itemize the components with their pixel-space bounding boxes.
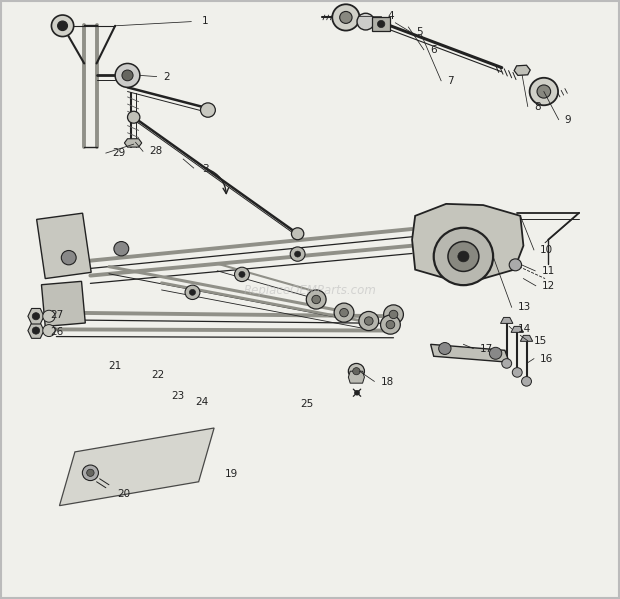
Text: 6: 6 (430, 45, 436, 55)
Circle shape (32, 327, 40, 334)
Text: 12: 12 (542, 282, 556, 291)
Circle shape (294, 251, 301, 257)
Text: 19: 19 (225, 469, 239, 479)
Text: 26: 26 (50, 328, 63, 337)
Polygon shape (514, 65, 530, 75)
Text: 21: 21 (108, 361, 122, 371)
Text: 25: 25 (300, 399, 313, 409)
Circle shape (200, 103, 215, 117)
Circle shape (239, 271, 245, 277)
Polygon shape (412, 204, 523, 279)
Circle shape (521, 377, 531, 386)
Bar (42, 282, 86, 326)
Circle shape (87, 469, 94, 476)
Circle shape (128, 111, 140, 123)
Text: 8: 8 (534, 102, 541, 112)
Text: 7: 7 (448, 76, 454, 86)
Bar (37, 213, 91, 279)
Polygon shape (60, 428, 214, 506)
Polygon shape (500, 317, 513, 323)
Circle shape (340, 308, 348, 317)
Circle shape (458, 251, 469, 262)
Text: 14: 14 (518, 325, 531, 334)
Circle shape (537, 85, 551, 98)
Polygon shape (28, 308, 44, 324)
Circle shape (381, 315, 401, 334)
Circle shape (114, 241, 129, 256)
Text: 9: 9 (565, 115, 572, 125)
Text: 24: 24 (195, 397, 208, 407)
Text: 20: 20 (117, 489, 130, 499)
Text: 10: 10 (540, 246, 553, 256)
Circle shape (355, 391, 360, 395)
Circle shape (189, 289, 195, 295)
Circle shape (384, 305, 404, 324)
Polygon shape (520, 335, 533, 341)
Circle shape (439, 343, 451, 355)
Circle shape (43, 310, 55, 322)
Circle shape (312, 295, 321, 304)
Text: 17: 17 (479, 343, 493, 353)
Text: 13: 13 (518, 302, 531, 312)
Text: 23: 23 (171, 391, 184, 401)
Text: 15: 15 (534, 336, 547, 346)
Circle shape (448, 241, 479, 271)
Circle shape (378, 20, 385, 28)
Text: 16: 16 (540, 354, 554, 364)
Circle shape (389, 310, 398, 319)
Text: 2: 2 (163, 72, 169, 81)
Circle shape (32, 313, 40, 320)
Circle shape (61, 250, 76, 265)
Text: 27: 27 (50, 310, 63, 320)
Circle shape (115, 63, 140, 87)
Text: 3: 3 (202, 164, 208, 174)
Bar (372, 17, 391, 31)
Text: 22: 22 (152, 370, 165, 380)
Text: 18: 18 (381, 377, 394, 387)
Circle shape (234, 267, 249, 282)
Circle shape (357, 13, 374, 30)
Circle shape (353, 368, 360, 375)
Polygon shape (348, 371, 365, 383)
Text: 11: 11 (541, 266, 555, 276)
Text: 1: 1 (202, 16, 208, 26)
Text: ReplaceOEMParts.com: ReplaceOEMParts.com (244, 284, 376, 297)
Text: 5: 5 (417, 27, 423, 37)
Polygon shape (28, 323, 44, 338)
Polygon shape (511, 326, 523, 332)
Circle shape (502, 359, 512, 368)
Polygon shape (431, 344, 509, 362)
Text: 28: 28 (149, 146, 162, 156)
Circle shape (386, 320, 395, 329)
Circle shape (291, 228, 304, 240)
Circle shape (434, 228, 493, 285)
Circle shape (365, 317, 373, 325)
Circle shape (43, 325, 55, 337)
Circle shape (306, 290, 326, 309)
Circle shape (334, 303, 354, 322)
Circle shape (348, 364, 365, 379)
Circle shape (58, 21, 68, 31)
Circle shape (509, 259, 521, 271)
Circle shape (185, 285, 200, 300)
Circle shape (529, 78, 558, 105)
Text: 29: 29 (112, 148, 125, 158)
Circle shape (290, 247, 305, 261)
Circle shape (340, 11, 352, 23)
Circle shape (82, 465, 99, 480)
Circle shape (359, 311, 379, 331)
Circle shape (122, 70, 133, 81)
Polygon shape (125, 139, 142, 147)
Circle shape (489, 347, 502, 359)
Circle shape (332, 4, 360, 31)
Circle shape (512, 368, 522, 377)
Text: 4: 4 (388, 11, 394, 21)
Circle shape (51, 15, 74, 37)
